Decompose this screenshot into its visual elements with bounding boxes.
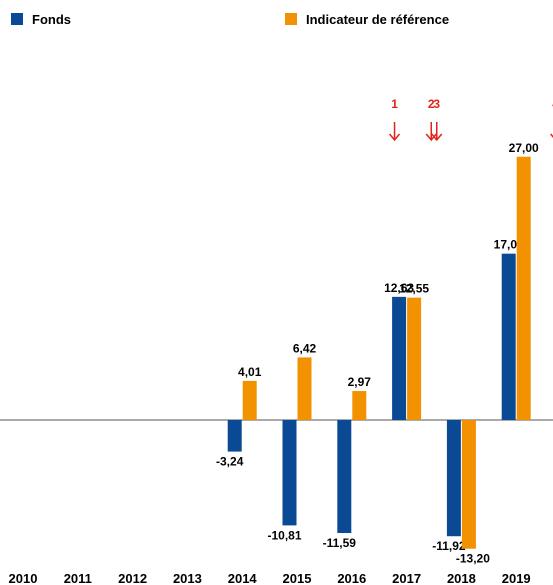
data-label-indicateur-2016: 2,97 xyxy=(348,375,372,389)
bar-indicateur-2015 xyxy=(297,357,312,420)
annotation-label-2: 2 xyxy=(428,97,435,111)
bar-fonds-2015 xyxy=(282,420,297,526)
x-tick-label-2014: 2014 xyxy=(228,571,258,585)
bar-fonds-2016 xyxy=(337,420,352,534)
bar-indicateur-2016 xyxy=(352,391,367,420)
annotation-arrow-head-2 xyxy=(425,133,437,142)
data-label-fonds-2014: -3,24 xyxy=(216,455,244,469)
legend-label-fonds: Fonds xyxy=(32,12,71,27)
data-label-fonds-2016: -11,59 xyxy=(323,536,357,550)
x-tick-label-2010: 2010 xyxy=(9,571,38,585)
legend-swatch-indicateur xyxy=(285,13,297,25)
bar-fonds-2017 xyxy=(392,296,407,420)
annotation-label-3: 3 xyxy=(433,97,440,111)
annotation-arrow-head-1 xyxy=(388,133,401,142)
data-label-fonds-2015: -10,81 xyxy=(267,528,301,542)
x-tick-label-2015: 2015 xyxy=(283,571,312,585)
annotation-arrow-head-3 xyxy=(431,133,443,142)
data-label-fonds-2019: 17,06 xyxy=(494,238,524,252)
annotation-arrow-head-4 xyxy=(550,133,553,138)
x-tick-label-2018: 2018 xyxy=(447,571,476,585)
bar-fonds-2018 xyxy=(446,420,461,537)
bar-fonds-2014 xyxy=(227,420,242,452)
data-label-indicateur-2017: 12,55 xyxy=(399,282,429,296)
x-tick-label-2017: 2017 xyxy=(392,571,421,585)
data-label-fonds-2017: 12,63 xyxy=(384,281,414,295)
x-tick-label-2013: 2013 xyxy=(173,571,202,585)
legend-swatch-fonds xyxy=(11,13,23,25)
plot-area: 2010 2011 2012 2013 2014 -3,24 4,01 2015 -10,81 6… xyxy=(0,97,553,585)
bar-indicateur-2014 xyxy=(242,380,257,420)
bar-indicateur-2019 xyxy=(516,156,531,420)
legend: Fonds Indicateur de référence xyxy=(11,12,449,27)
data-label-indicateur-2018: -13,20 xyxy=(456,552,490,566)
bar-fonds-2019 xyxy=(501,253,516,420)
data-label-indicateur-2019: 27,00 xyxy=(509,141,539,155)
data-label-indicateur-2015: 6,42 xyxy=(293,341,317,355)
data-label-fonds-2018: -11,92 xyxy=(432,539,466,553)
annotation-label-1: 1 xyxy=(391,97,398,111)
data-label-indicateur-2014: 4,01 xyxy=(238,365,262,379)
x-tick-label-2019: 2019 xyxy=(502,571,531,585)
bar-indicateur-2017 xyxy=(407,297,422,420)
x-tick-label-2016: 2016 xyxy=(337,571,366,585)
bar-indicateur-2018 xyxy=(461,420,476,549)
x-tick-label-2012: 2012 xyxy=(118,571,147,585)
x-tick-label-2011: 2011 xyxy=(64,571,92,585)
legend-label-indicateur: Indicateur de référence xyxy=(306,12,449,27)
